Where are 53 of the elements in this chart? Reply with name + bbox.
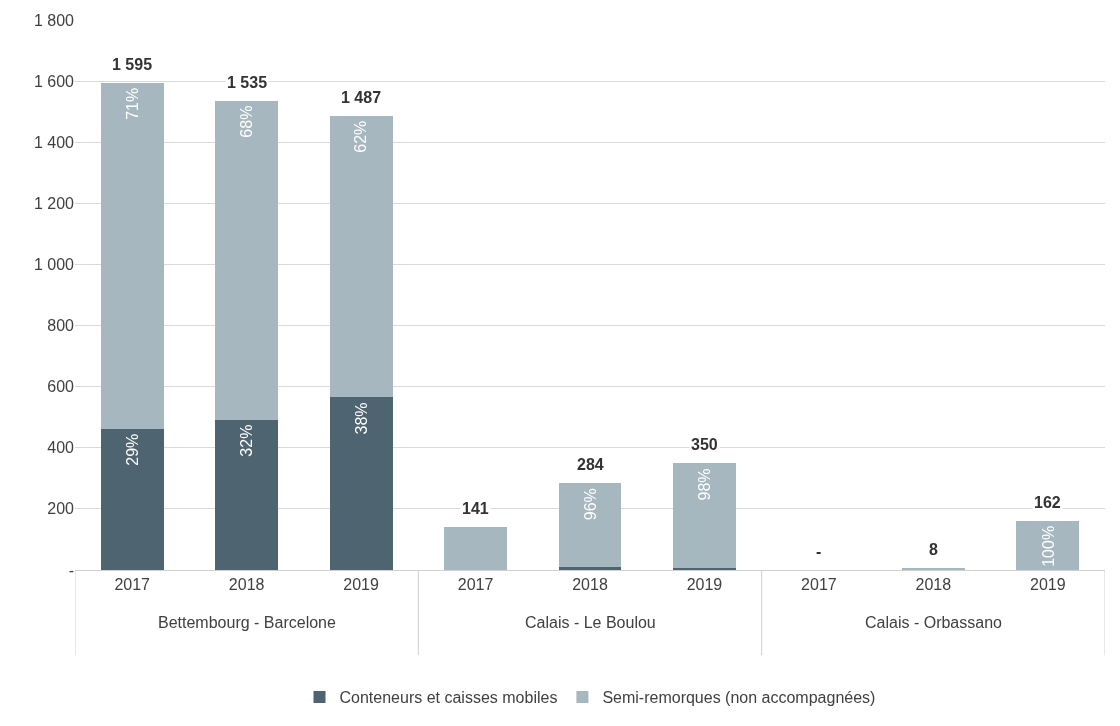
x-tick-label: 2017 [457, 576, 494, 594]
y-tick-label: 1 600 [33, 72, 75, 90]
bar [672, 463, 736, 568]
total-label: 8 [929, 541, 938, 558]
bar [558, 483, 622, 567]
total-label: 141 [462, 500, 489, 517]
y-tick-label: 1 200 [33, 194, 75, 212]
text: Bettembourg - Barcelone [158, 614, 336, 631]
total-label: - [816, 543, 822, 560]
annotation: 68% [237, 105, 255, 138]
annotation: 62% [352, 120, 370, 153]
annotation: 98% [696, 468, 714, 501]
x-tick-label: 2017 [801, 576, 837, 594]
legend-label: Semi-remorques (non accompagnées) [602, 689, 876, 707]
y-tick-label: - [68, 561, 74, 579]
legend-label: Conteneurs et caisses mobiles [339, 689, 558, 707]
y-tick-label: 1 400 [33, 133, 75, 151]
y-tick-label: 600 [47, 378, 75, 396]
y-tick-label: 800 [47, 317, 75, 335]
annotation: 71% [123, 87, 141, 120]
x-tick-label: 2018 [228, 576, 265, 594]
bar [444, 526, 508, 570]
bar [1016, 520, 1080, 570]
y-tick-label: 400 [47, 439, 75, 457]
bar [329, 115, 393, 398]
text: Calais - Le Boulou [525, 614, 656, 631]
x-tick-label: 2017 [114, 576, 151, 594]
bar [329, 397, 393, 570]
total-label: 1 487 [341, 89, 382, 106]
annotation: 38% [352, 402, 370, 435]
bar [100, 428, 164, 570]
bar [100, 82, 164, 429]
total-label: 350 [691, 436, 718, 453]
total-label: 162 [1034, 494, 1061, 511]
x-tick-label: 2018 [572, 576, 608, 594]
text: Calais - Orbassano [865, 614, 1003, 631]
total-label: 284 [577, 456, 604, 473]
annotation: 29% [123, 433, 141, 466]
total-label: 1 595 [112, 56, 153, 73]
x-tick-label: 2019 [686, 576, 723, 594]
x-tick-label: 2019 [1029, 576, 1066, 594]
annotation: 32% [237, 424, 255, 457]
y-tick-label: 1 000 [33, 256, 75, 274]
bar [215, 100, 279, 420]
bar [215, 419, 279, 570]
y-tick-label: 200 [47, 500, 75, 518]
x-tick-label: 2018 [915, 576, 952, 594]
bar [672, 567, 736, 570]
annotation: 96% [581, 488, 599, 521]
x-tick-label: 2019 [343, 576, 380, 594]
total-label: 1 535 [227, 74, 268, 91]
annotation: 100% [1039, 525, 1057, 567]
y-tick-label: 1 800 [33, 11, 75, 29]
